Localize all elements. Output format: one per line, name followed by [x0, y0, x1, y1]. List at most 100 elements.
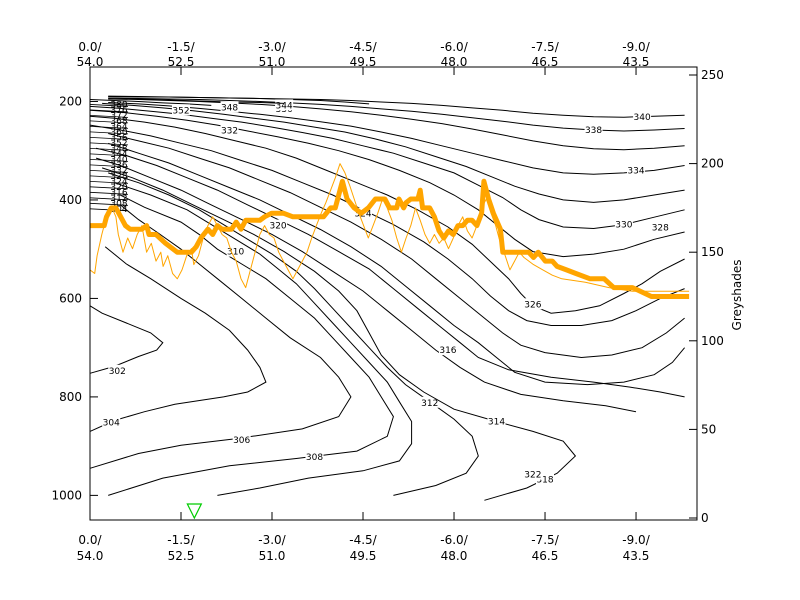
left-tick-label-800: 800	[59, 390, 82, 404]
stacked-contour-line-332	[89, 169, 129, 173]
left-tick-label-600: 600	[59, 291, 82, 305]
contour-label-bg-310	[226, 245, 245, 257]
contour-306	[89, 204, 352, 469]
contour-label-bg-312	[420, 396, 439, 408]
contour-label-304: 304	[103, 419, 120, 429]
contour-348	[108, 97, 285, 104]
bottom-tick-label-lon--4.5: -4.5/	[349, 533, 377, 547]
contour-label-312: 312	[421, 399, 438, 409]
contour-label-306: 306	[233, 436, 250, 446]
contour-304	[89, 246, 267, 432]
stacked-contour-label-320: 320	[110, 183, 127, 193]
contour-label-bg-338	[584, 124, 603, 136]
stacked-contour-label-360: 360	[110, 128, 127, 138]
stacked-contour-label-308: 308	[110, 199, 127, 209]
contour-324	[89, 124, 685, 326]
top-tick-label-lat--6: 48.0	[441, 55, 468, 69]
stacked-contour-label-352: 352	[110, 139, 127, 149]
stacked-contour-line-356	[89, 136, 129, 140]
stacked-contour-labels: 3803763723683643603563523483443403363323…	[89, 100, 129, 215]
greyshades-series-layer	[89, 163, 690, 299]
stacked-contour-line-340	[89, 158, 129, 162]
contour-label-bg-308	[305, 450, 324, 462]
left-tick-label-1000: 1000	[51, 488, 82, 502]
top-tick-label-lat--4.5: 49.5	[350, 55, 377, 69]
stacked-contour-label-336: 336	[110, 161, 127, 171]
contour-318	[95, 147, 685, 398]
contour-label-bg-318	[536, 473, 555, 485]
contour-label-bg-330	[614, 218, 633, 230]
top-tick-label-lat--9: 43.5	[623, 55, 650, 69]
contour-316	[95, 157, 637, 413]
contour-label-310: 310	[227, 248, 244, 258]
stacked-contour-line-368	[89, 120, 129, 124]
stacked-contour-line-372	[89, 115, 129, 118]
greyshades-series-thin	[89, 163, 690, 292]
contour-label-334: 334	[627, 166, 644, 176]
stacked-contour-line-336	[89, 164, 129, 168]
contour-label-340: 340	[634, 113, 651, 123]
contour-label-bg-320	[269, 219, 288, 231]
contour-label-332: 332	[221, 127, 238, 137]
contours-layer: 302 304 306 308 310 312 314 316 318 320 322 324 326 3…	[89, 95, 685, 501]
contour-label-314: 314	[488, 418, 505, 428]
stacked-contour-label-364: 364	[110, 122, 127, 132]
stacked-contour-label-344: 344	[110, 150, 127, 160]
stacked-contour-label-356: 356	[110, 133, 127, 143]
contour-label-328: 328	[652, 224, 669, 234]
stacked-contour-label-312: 312	[110, 194, 127, 204]
contour-label-bg-314	[487, 415, 506, 427]
contour-302	[89, 305, 164, 374]
top-tick-label-lon--6: -6.0/	[440, 40, 468, 54]
stacked-contour-line-352	[89, 142, 129, 146]
bottom-tick-label-lat-0: 54.0	[77, 549, 104, 563]
stacked-contour-label-376: 376	[110, 106, 127, 116]
contour-label-316: 316	[439, 346, 456, 356]
contour-label-bg-340	[633, 111, 652, 123]
left-tick-label-200: 200	[59, 94, 82, 108]
stacked-contour-label-332: 332	[110, 166, 127, 176]
top-tick-label-lat--3: 51.0	[259, 55, 286, 69]
top-tick-label-lat--1.5: 52.5	[168, 55, 195, 69]
contour-308	[108, 194, 394, 496]
greyshades-series-thick	[90, 178, 690, 299]
plot-frame	[89, 66, 698, 521]
stacked-contour-line-344	[89, 153, 129, 157]
bottom-tick-label-lon--1.5: -1.5/	[167, 533, 195, 547]
bottom-tick-label-lat--7.5: 46.5	[532, 549, 559, 563]
top-tick-label-lon--1.5: -1.5/	[167, 40, 195, 54]
contour-label-330: 330	[615, 221, 632, 231]
stacked-contour-label-348: 348	[110, 144, 127, 154]
bottom-tick-label-lon-0: 0.0/	[78, 533, 102, 547]
contour-label-322: 322	[524, 471, 541, 481]
contour-label-bg-352	[172, 104, 191, 116]
bottom-tick-label-lat--4.5: 49.5	[350, 549, 377, 563]
bottom-tick-label-lat--3: 51.0	[259, 549, 286, 563]
contour-label-bg-328	[651, 221, 670, 233]
contour-336	[108, 98, 685, 151]
top-tick-label-lon-0: 0.0/	[78, 40, 102, 54]
stacked-contour-label-324: 324	[110, 177, 127, 187]
stacked-contour-label-368: 368	[110, 117, 127, 127]
contour-label-bg-332	[220, 124, 239, 136]
stacked-contour-label-328: 328	[110, 172, 127, 182]
stacked-contour-line-364	[89, 125, 129, 129]
contour-label-bg-306	[232, 434, 251, 446]
top-tick-label-lat--7.5: 46.5	[532, 55, 559, 69]
right-tick-label-150: 150	[701, 245, 724, 259]
stacked-contour-line-316	[89, 191, 129, 195]
bottom-tick-label-lon--7.5: -7.5/	[531, 533, 559, 547]
top-tick-label-lat-0: 54.0	[77, 55, 104, 69]
top-tick-label-lon--3: -3.0/	[258, 40, 286, 54]
stacked-contour-line-328	[89, 175, 129, 179]
bottom-tick-label-lat--1.5: 52.5	[168, 549, 195, 563]
contour-label-326: 326	[524, 300, 541, 310]
contour-label-bg-304	[102, 416, 121, 428]
contour-label-302: 302	[109, 367, 126, 377]
contour-344	[108, 95, 370, 105]
contour-label-bg-316	[438, 344, 457, 356]
contour-label-bg-344	[275, 99, 294, 111]
top-tick-label-lon--9: -9.0/	[622, 40, 650, 54]
left-tick-label-400: 400	[59, 193, 82, 207]
